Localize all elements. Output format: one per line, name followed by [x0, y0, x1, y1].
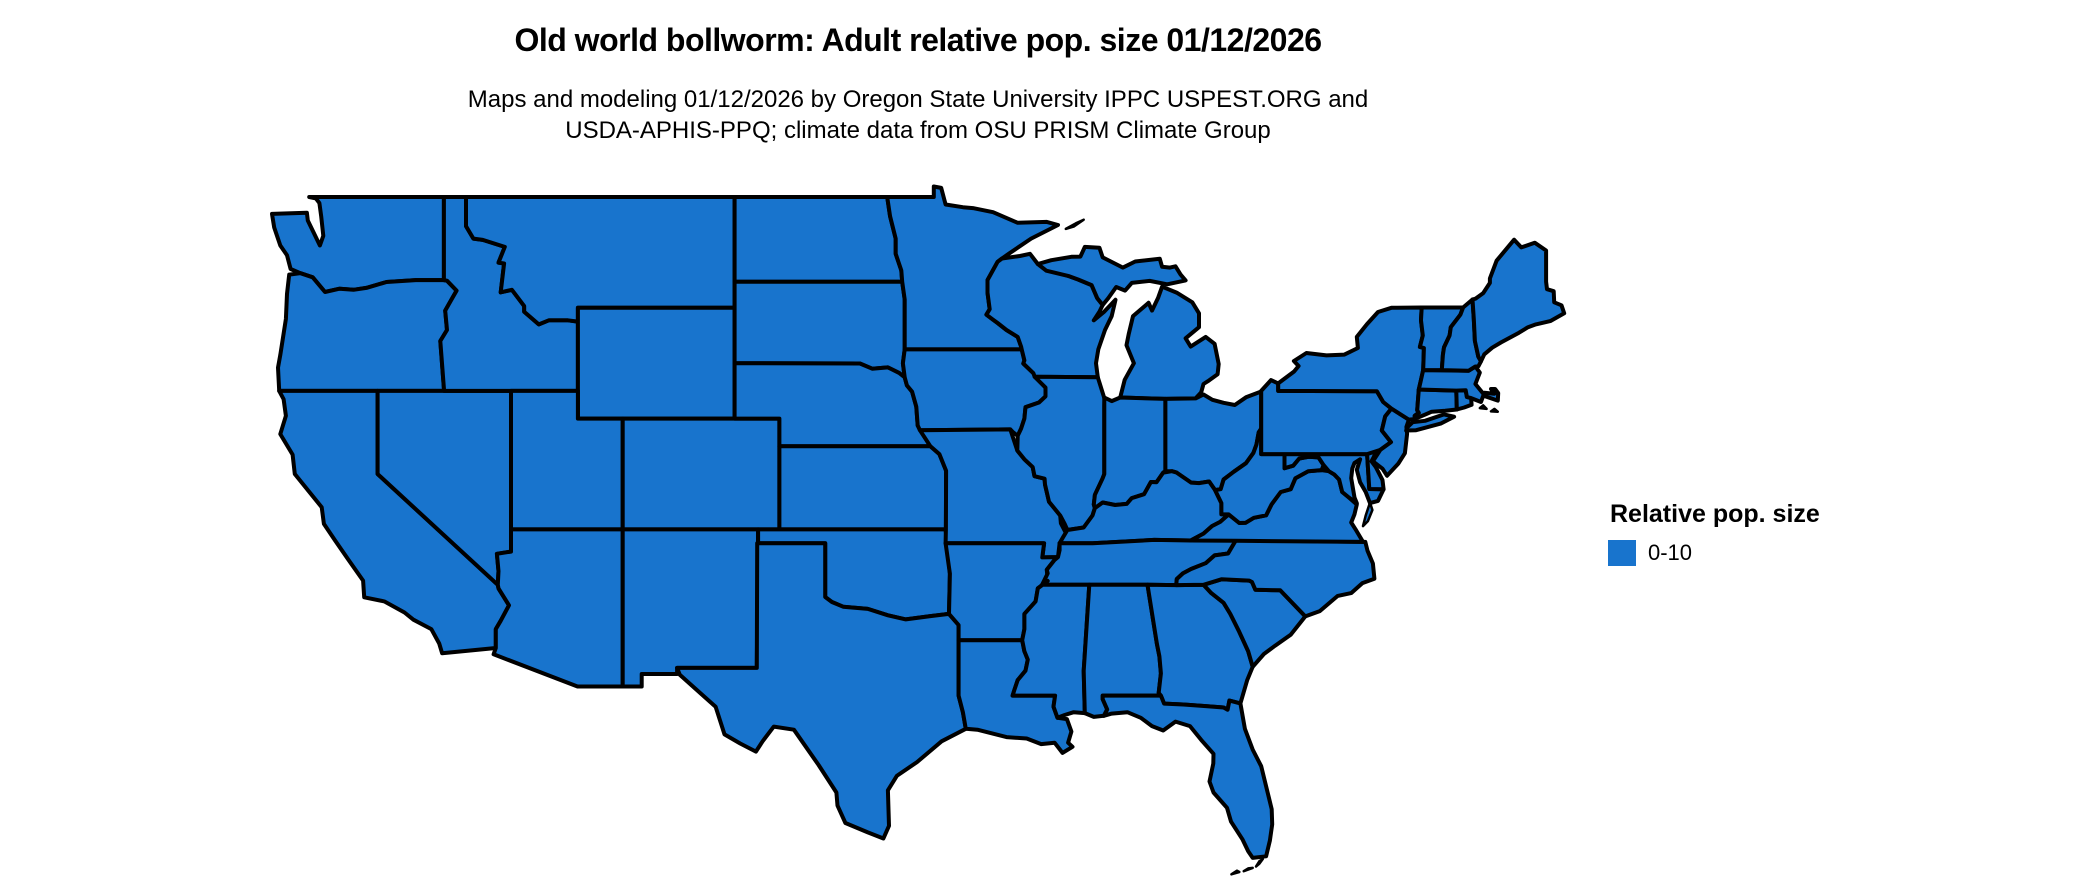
state-michigan-lower [1118, 284, 1221, 401]
state-long-island [1404, 412, 1457, 433]
figure-subtitle-line2: USDA-APHIS-PPQ; climate data from OSU PR… [565, 117, 1271, 144]
legend-item-label: 0-10 [1648, 540, 1693, 565]
state-arizona [491, 527, 625, 689]
state-wyoming [575, 305, 737, 421]
figure-subtitle: Maps and modeling 01/12/2026 by Oregon S… [0, 84, 1836, 146]
state-florida-keys-middle [1242, 866, 1254, 873]
state-maine [1470, 237, 1567, 364]
state-maryland [1282, 452, 1386, 506]
legend-title: Relative pop. size [1610, 500, 1820, 528]
state-florida-keys-upper [1254, 857, 1265, 868]
figure-subtitle-line1: Maps and modeling 01/12/2026 by Oregon S… [467, 86, 1369, 113]
figure-title: Old world bollworm: Adult relative pop. … [514, 22, 1322, 58]
state-michigan-upper [1035, 244, 1188, 307]
state-florida [1100, 693, 1275, 860]
legend-item: 0-10 [1608, 540, 1820, 566]
state-florida-keys-lower [1230, 869, 1241, 876]
state-marthas-vineyard [1478, 404, 1488, 411]
legend: Relative pop. size 0-10 [1608, 500, 1820, 566]
state-colorado [620, 416, 782, 532]
state-kansas [777, 444, 949, 532]
state-isle-royale [1064, 218, 1085, 231]
state-north-carolina [1174, 538, 1377, 619]
state-mississippi [1010, 578, 1092, 720]
state-nantucket [1489, 407, 1500, 413]
state-new-mexico [620, 527, 761, 689]
state-north-dakota [732, 195, 905, 284]
state-oregon [276, 271, 459, 393]
state-texas [675, 541, 968, 841]
state-virginia-eastern-shore [1361, 501, 1374, 528]
legend-swatch-icon [1608, 540, 1636, 566]
